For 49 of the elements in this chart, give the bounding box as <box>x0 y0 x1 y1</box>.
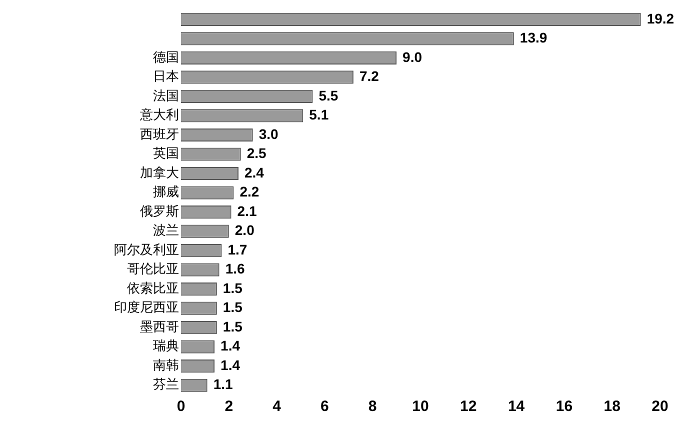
x-tick-label: 10 <box>412 398 429 416</box>
data-label: 1.4 <box>220 338 240 354</box>
data-label: 13.9 <box>520 30 548 46</box>
x-tick-label: 0 <box>176 398 186 416</box>
y-tick-label: 哥伦比亚 <box>127 262 179 278</box>
x-tick-label: 14 <box>508 398 526 416</box>
y-tick-label: 英国 <box>153 146 179 162</box>
x-tick-label: 2 <box>224 398 234 416</box>
data-label: 3.0 <box>258 126 279 142</box>
data-label: 1.5 <box>222 280 243 296</box>
data-label: 5.1 <box>309 106 329 123</box>
y-tick-label: 德国 <box>153 50 179 66</box>
y-tick-label: 加拿大 <box>140 166 179 181</box>
data-label: 1.6 <box>225 260 245 277</box>
data-label: 19.2 <box>646 10 674 26</box>
data-label: 9.0 <box>402 48 422 65</box>
x-tick-label: 4 <box>272 398 282 416</box>
data-label: 2.1 <box>237 202 257 219</box>
x-tick-label: 8 <box>368 398 377 416</box>
y-tick-label: 瑞典 <box>153 339 179 354</box>
data-label: 7.2 <box>359 68 380 84</box>
y-tick-label: 日本 <box>153 70 179 85</box>
data-label: 2.4 <box>244 164 264 180</box>
data-label: 1.1 <box>213 376 234 392</box>
y-tick-label: 法国 <box>153 88 179 104</box>
data-label: 2.5 <box>246 145 267 162</box>
x-tick-label: 20 <box>652 398 668 416</box>
x-tick-label: 6 <box>320 398 329 416</box>
data-label: 5.5 <box>318 87 338 104</box>
data-label: 2.0 <box>234 222 255 238</box>
data-label: 1.4 <box>220 356 240 373</box>
x-tick-label: 18 <box>604 398 620 416</box>
x-tick-label: 12 <box>460 398 477 416</box>
x-tick-label: 16 <box>556 398 573 416</box>
y-tick-label: 印度尼西亚 <box>114 300 179 316</box>
data-label: 2.2 <box>240 184 260 200</box>
y-tick-label: 西班牙 <box>140 127 179 142</box>
y-tick-label: 墨西哥 <box>140 320 179 335</box>
y-tick-label: 芬兰 <box>153 378 179 393</box>
data-label: 1.5 <box>222 299 243 316</box>
y-tick-label: 意大利 <box>139 108 179 124</box>
y-tick-label: 俄罗斯 <box>140 204 179 220</box>
y-tick-label: 依索比亚 <box>127 281 179 296</box>
y-tick-label: 阿尔及利亚 <box>114 242 179 258</box>
y-tick-label: 挪威 <box>153 185 179 200</box>
y-tick-label: 波兰 <box>153 224 179 239</box>
data-label: 1.5 <box>222 318 243 334</box>
data-label: 1.7 <box>228 241 248 258</box>
y-tick-label: 南韩 <box>153 358 179 374</box>
